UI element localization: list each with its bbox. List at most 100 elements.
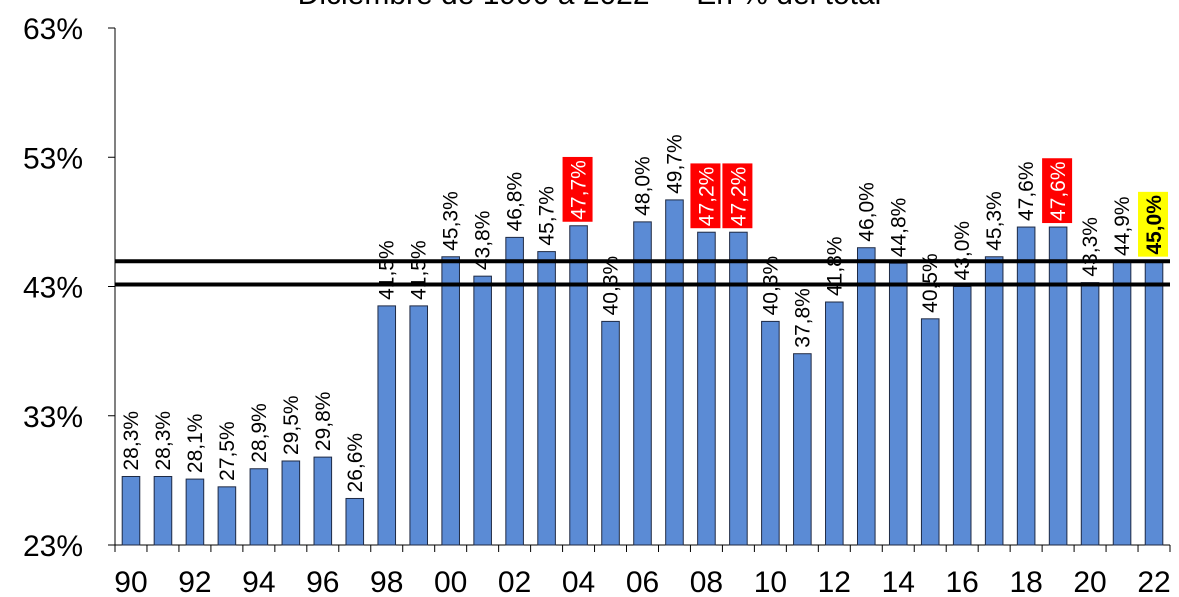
x-tick-label: 12 xyxy=(818,566,851,597)
data-label: 37,8% xyxy=(791,288,814,348)
bar xyxy=(729,231,748,546)
bar xyxy=(441,256,460,546)
bar xyxy=(601,320,620,546)
bar xyxy=(505,236,524,546)
data-label-group: 37,8% xyxy=(791,288,814,348)
y-tick-label: 43% xyxy=(23,272,83,305)
data-label-group: 47,6% xyxy=(1042,158,1073,224)
data-label: 47,6% xyxy=(1047,161,1070,221)
bar xyxy=(1048,226,1068,546)
x-tick-label: 96 xyxy=(306,566,339,597)
data-label: 28,3% xyxy=(152,411,175,471)
data-label: 43,8% xyxy=(472,211,495,271)
bar xyxy=(217,486,237,546)
data-label: 43,3% xyxy=(1079,217,1102,277)
bar xyxy=(1016,226,1036,546)
data-label-group: 28,9% xyxy=(248,403,271,463)
data-label: 26,6% xyxy=(344,433,367,493)
data-label-group: 44,8% xyxy=(887,198,910,258)
data-label: 45,3% xyxy=(983,191,1006,251)
data-label: 48,0% xyxy=(632,156,655,216)
data-label-group: 28,3% xyxy=(120,411,143,471)
y-tick-label: 53% xyxy=(23,142,83,175)
x-tick-label: 16 xyxy=(946,566,979,597)
data-label-group: 40,3% xyxy=(759,256,782,316)
data-label: 27,5% xyxy=(216,421,239,481)
data-label: 28,3% xyxy=(120,411,143,471)
x-tick-label: 92 xyxy=(178,566,211,597)
data-label-group: 46,0% xyxy=(855,182,878,242)
data-label-group: 41,5% xyxy=(376,240,399,300)
data-label-group: 43,8% xyxy=(472,211,495,271)
y-tick-label: 23% xyxy=(23,530,83,563)
bar xyxy=(920,318,940,546)
y-tick-label: 63% xyxy=(23,13,83,46)
data-label: 29,8% xyxy=(312,392,335,452)
bar xyxy=(665,199,684,546)
bar xyxy=(377,305,397,546)
data-label: 47,6% xyxy=(1015,161,1038,221)
data-label-group: 40,3% xyxy=(600,256,623,316)
bar xyxy=(569,225,588,546)
data-label: 41,5% xyxy=(408,240,431,300)
data-label: 28,1% xyxy=(184,414,207,474)
data-label: 45,3% xyxy=(440,191,463,251)
x-tick-label: 08 xyxy=(690,566,723,597)
bar xyxy=(1144,260,1164,546)
data-label-group: 47,2% xyxy=(690,163,721,229)
data-label-group: 29,8% xyxy=(312,392,335,452)
bar xyxy=(249,468,269,546)
data-label: 28,9% xyxy=(248,403,271,463)
data-label-group: 27,5% xyxy=(216,421,239,481)
bar xyxy=(537,251,556,546)
data-label-group: 40,5% xyxy=(919,253,942,313)
bar xyxy=(888,262,908,546)
data-label-highlight xyxy=(722,163,753,229)
data-label: 49,7% xyxy=(663,134,686,194)
bar xyxy=(633,221,652,546)
bar xyxy=(1080,282,1100,546)
data-label: 46,8% xyxy=(504,172,527,232)
data-label-highlight xyxy=(1042,158,1073,224)
data-label-group: 26,6% xyxy=(344,433,367,493)
bar xyxy=(761,320,780,546)
bars-group xyxy=(121,199,1164,546)
data-label: 45,7% xyxy=(536,186,559,246)
data-label-highlight xyxy=(1138,191,1169,257)
data-label: 45,0% xyxy=(1143,195,1166,255)
data-label-group: 41,8% xyxy=(823,236,846,296)
x-tick-label: 04 xyxy=(562,566,595,597)
data-label: 47,7% xyxy=(568,160,591,220)
data-label: 43,0% xyxy=(951,221,974,281)
data-label-group: 48,0% xyxy=(632,156,655,216)
data-label-group: 43,0% xyxy=(951,221,974,281)
x-tick-label: 00 xyxy=(434,566,467,597)
data-label-group: 45,3% xyxy=(440,191,463,251)
data-label-group: 47,7% xyxy=(562,156,593,222)
data-labels-group: 28,3% 28,3% 28,1% 27,5% 28,9% 29,5% 29,8% 26,6%… xyxy=(120,134,1169,493)
data-label-group: 47,6% xyxy=(1015,161,1038,221)
data-label: 41,8% xyxy=(823,236,846,296)
bar xyxy=(952,286,972,546)
bar xyxy=(313,456,333,546)
data-label: 40,5% xyxy=(919,253,942,313)
x-tick-label: 22 xyxy=(1137,566,1170,597)
data-label-group: 29,5% xyxy=(280,395,303,455)
data-label-group: 28,3% xyxy=(152,411,175,471)
data-label: 40,3% xyxy=(600,256,623,316)
data-label-group: 47,2% xyxy=(722,163,753,229)
data-label: 44,9% xyxy=(1111,196,1134,256)
data-label-group: 28,1% xyxy=(184,414,207,474)
bar xyxy=(473,275,492,546)
data-label: 47,2% xyxy=(695,167,718,227)
data-label-group: 46,8% xyxy=(504,172,527,232)
data-label: 47,2% xyxy=(727,167,750,227)
x-tick-label: 90 xyxy=(114,566,147,597)
bar xyxy=(984,256,1004,546)
x-tick-label: 98 xyxy=(370,566,403,597)
y-tick-label: 33% xyxy=(23,401,83,434)
data-label: 40,3% xyxy=(759,256,782,316)
x-tick-label: 20 xyxy=(1073,566,1106,597)
data-label-highlight xyxy=(562,156,593,222)
